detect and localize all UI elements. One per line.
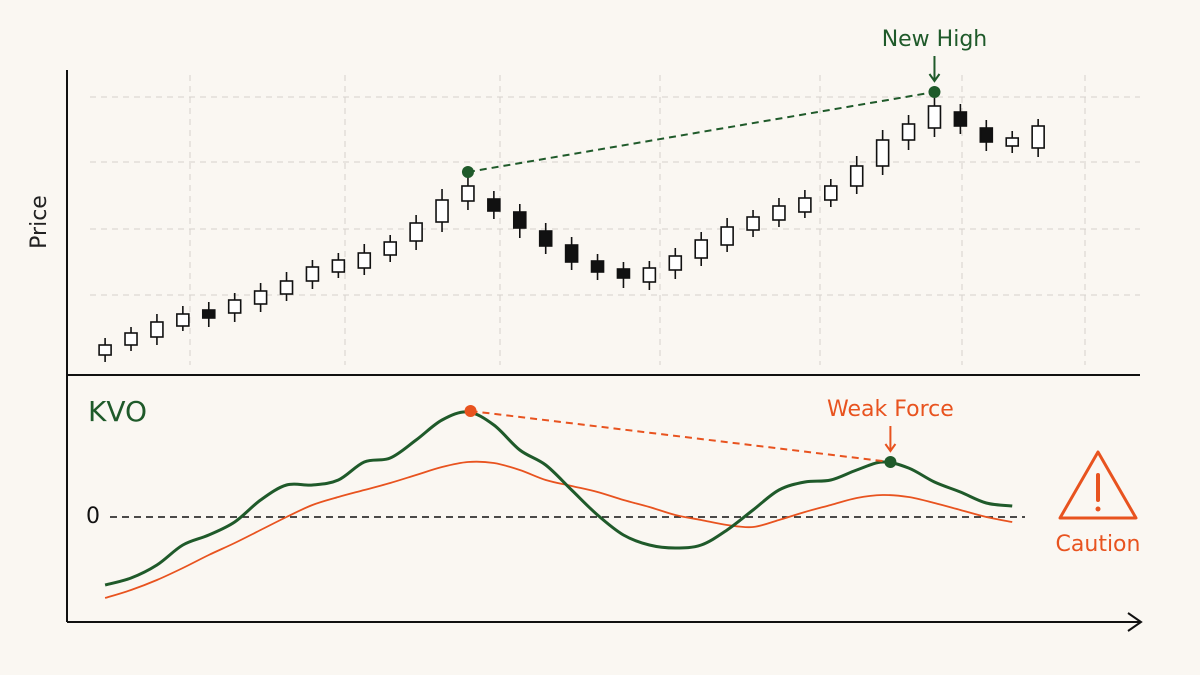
candle-body (279, 280, 294, 295)
candle-body (746, 216, 760, 231)
candle-body (435, 199, 449, 223)
annotation-arrowhead (928, 73, 941, 83)
candle-body (150, 321, 164, 338)
annotation-arrowhead (884, 443, 897, 453)
candle-body (538, 230, 553, 247)
candle-body (953, 111, 968, 127)
candle-body (409, 222, 423, 242)
divergence-point (461, 166, 474, 178)
candle-body (383, 241, 397, 256)
divergence-point (928, 86, 941, 98)
candle-body (798, 197, 812, 213)
candle-body (305, 266, 320, 282)
y-tick-label: 0 (86, 504, 100, 529)
candle-body (461, 185, 475, 202)
candle-body (668, 255, 683, 271)
grid (90, 75, 1140, 365)
candle-body (253, 290, 268, 305)
series-line (104, 460, 1013, 599)
annotation: Weak Force (827, 397, 954, 422)
divergence-line (470, 410, 891, 463)
candle-body (901, 123, 916, 141)
candle-body (875, 139, 890, 167)
candle-body (331, 259, 346, 273)
candle-body (979, 127, 994, 143)
divergence-point (884, 456, 897, 468)
candle-body (487, 198, 501, 212)
candle-body (772, 205, 786, 221)
candle-body (512, 211, 527, 229)
x-axis-arrow (1127, 612, 1143, 632)
y-axis-label: Price (27, 195, 52, 249)
candle-body (590, 260, 605, 273)
candle-body (98, 344, 112, 356)
candle-body (1005, 137, 1020, 147)
candle-body (694, 239, 709, 259)
candle-body (357, 252, 372, 269)
warning-label: Caution (1056, 532, 1141, 557)
panel-title: KVO (88, 395, 147, 428)
candle-body (616, 268, 631, 279)
candle-body (823, 185, 838, 201)
candle-body (1031, 125, 1045, 149)
candle-body (927, 105, 942, 129)
divergence-line (467, 91, 935, 173)
candle-body (176, 313, 190, 327)
candle-body (564, 244, 579, 263)
annotation: New High (882, 27, 988, 52)
divergence-point (464, 405, 477, 417)
candle-body (849, 165, 864, 187)
warning-icon (1058, 450, 1138, 520)
candle-body (720, 226, 734, 246)
candle-body (227, 299, 242, 314)
warning-dot (1095, 506, 1101, 512)
candle-body (124, 332, 138, 346)
series-line (104, 410, 1013, 587)
candle-body (201, 309, 216, 319)
candle-body (642, 267, 657, 283)
warning-triangle (1058, 450, 1138, 520)
